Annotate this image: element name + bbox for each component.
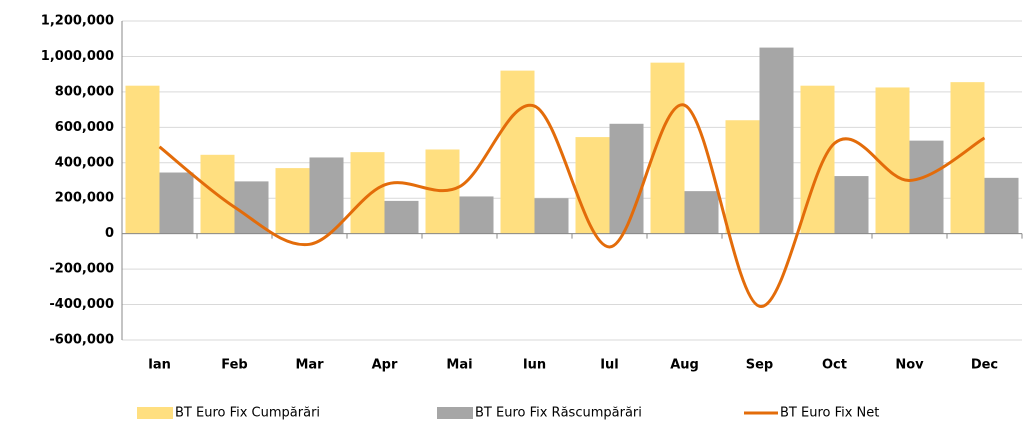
y-tick-label: 400,000 (55, 155, 114, 170)
y-tick-label: 0 (105, 226, 114, 241)
x-tick-label: Dec (971, 358, 998, 373)
x-tick-label: Iul (600, 358, 619, 373)
y-tick-label: 800,000 (55, 84, 114, 99)
bar (350, 152, 385, 234)
y-tick-label: 1,000,000 (41, 49, 114, 64)
bar (384, 200, 419, 234)
bar (834, 176, 869, 234)
line (158, 103, 986, 308)
bar (609, 123, 644, 234)
bar (159, 172, 194, 234)
bar (125, 85, 160, 234)
bar (575, 137, 610, 234)
bar (725, 120, 760, 234)
y-tick-label: 200,000 (55, 191, 114, 206)
y-tick-label: -400,000 (49, 297, 114, 312)
x-tick-label: Mar (295, 358, 324, 373)
x-tick-label: Mai (446, 358, 472, 373)
bar (684, 191, 719, 234)
legend-label: BT Euro Fix Net (780, 406, 879, 421)
x-tick-label: Iun (523, 358, 546, 373)
legend-label: BT Euro Fix Cumpărări (175, 406, 320, 421)
bar (275, 168, 310, 234)
bar (500, 70, 535, 234)
legend-label: BT Euro Fix Răscumpărări (475, 406, 642, 421)
x-tick-label: Nov (895, 358, 924, 373)
x-tick-label: Oct (822, 358, 847, 373)
x-tick-label: Sep (746, 358, 774, 373)
bar (234, 181, 269, 234)
legend-swatch (437, 407, 473, 419)
bar (875, 87, 910, 234)
legend-swatch (137, 407, 173, 419)
x-tick-label: Ian (148, 358, 171, 373)
x-tick-label: Aug (670, 358, 699, 373)
x-tick-label: Apr (372, 358, 398, 373)
bar (309, 157, 344, 234)
y-tick-label: 1,200,000 (41, 14, 114, 29)
bar (759, 47, 794, 234)
bar (459, 196, 494, 234)
bar (984, 177, 1019, 234)
y-tick-label: -600,000 (49, 333, 114, 348)
x-tick-label: Feb (221, 358, 247, 373)
y-tick-label: -200,000 (49, 262, 114, 277)
bar (534, 198, 569, 234)
bar (909, 140, 944, 234)
y-tick-label: 600,000 (55, 120, 114, 135)
